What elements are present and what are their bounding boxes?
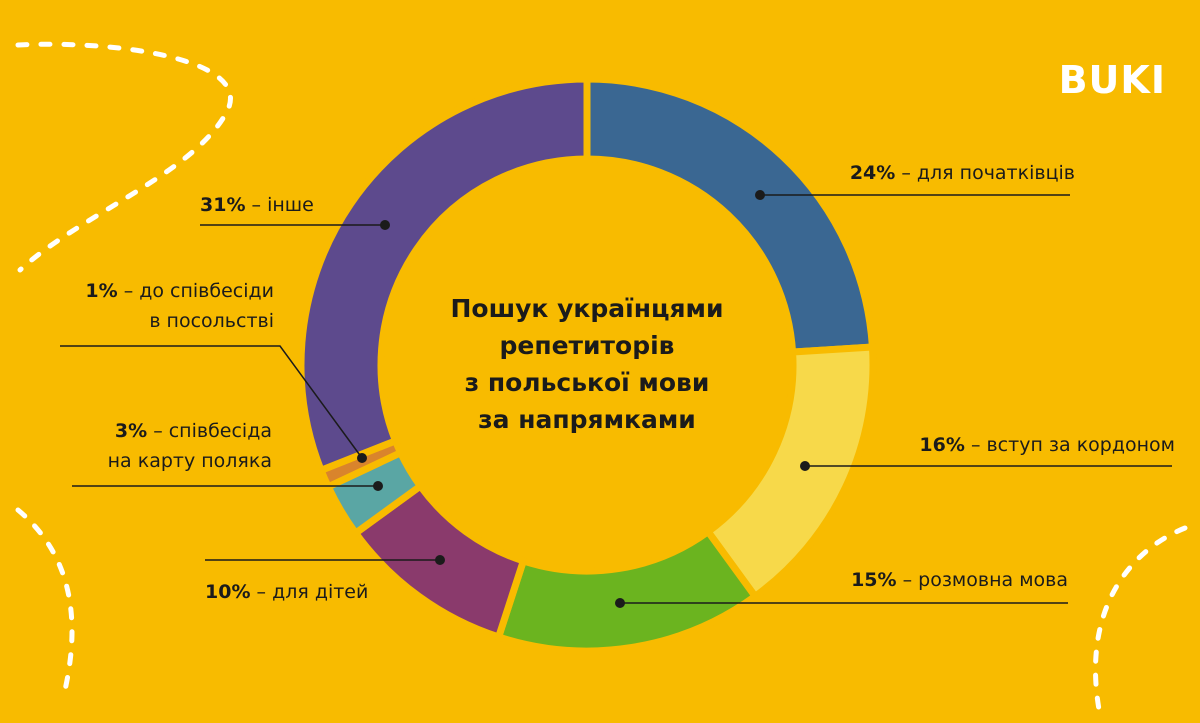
decoration [15, 41, 1188, 718]
slice-label: 24% – для початківців [780, 158, 1075, 188]
slice-label: 1% – до співбесіди в посольстві [0, 276, 274, 336]
label-separator: – [902, 569, 913, 591]
leader-dot [755, 190, 765, 200]
label-separator: – [153, 420, 163, 442]
slice-label: 15% – розмовна мова [760, 565, 1068, 595]
label-separator: – [901, 162, 911, 184]
leader-line [60, 345, 363, 459]
leader-dot [357, 453, 367, 463]
label-separator: – [123, 280, 134, 302]
value-label: 16% [919, 434, 965, 456]
category-label: для початківців [916, 162, 1075, 184]
value-label: 31% [200, 194, 246, 216]
leader-dot [800, 461, 810, 471]
chart-title: Пошук українцями репетиторів з польської… [450, 294, 724, 434]
label-separator: – [256, 581, 267, 603]
donut-slice [583, 75, 877, 356]
value-label: 3% [114, 420, 148, 442]
slice-label: 16% – вступ за кордоном [840, 430, 1175, 460]
leader-dot [615, 598, 625, 608]
category-label: інше [267, 194, 314, 216]
category-label: для дітей [272, 581, 369, 603]
value-label: 24% [849, 162, 896, 184]
label-separator: – [970, 434, 981, 456]
slice-label: 31% – інше [200, 190, 500, 220]
value-label: 10% [205, 581, 251, 603]
label-separator: – [251, 194, 262, 216]
slice-label: 3% – співбесіда на карту поляка [0, 416, 272, 476]
brand-logo: BUKI [1058, 58, 1166, 102]
category-label: до співбесіди в посольстві [139, 280, 274, 332]
donut-slice [297, 75, 591, 475]
category-label: вступ за кордоном [986, 434, 1175, 456]
leader-dot [380, 220, 390, 230]
category-label: розмовна мова [918, 569, 1068, 591]
category-label: співбесіда на карту поляка [107, 420, 272, 472]
slice-label: 10% – для дітей [205, 577, 465, 607]
donut-slice [494, 526, 760, 655]
leader-dot [435, 555, 445, 565]
value-label: 1% [85, 280, 118, 302]
leader-dot [373, 481, 383, 491]
value-label: 15% [851, 569, 897, 591]
